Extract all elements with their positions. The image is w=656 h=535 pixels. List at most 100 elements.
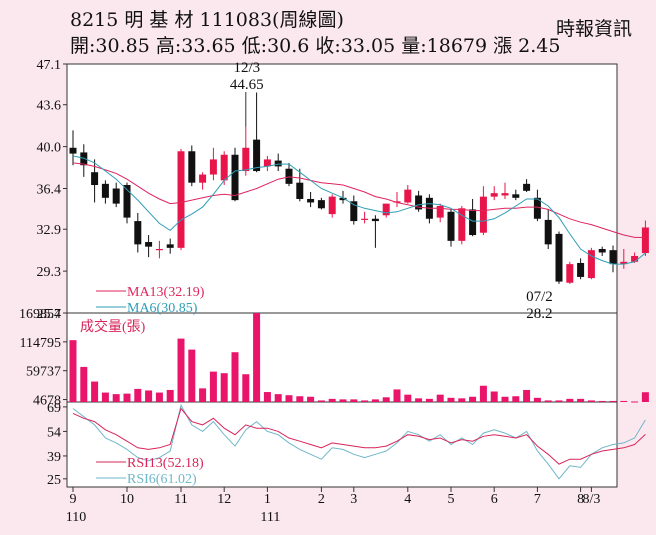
x-tick-label: 8	[577, 492, 584, 507]
candle-body	[91, 172, 99, 186]
volume-bar	[328, 398, 336, 402]
candle-body	[393, 201, 401, 203]
candle-body	[371, 218, 379, 222]
volume-bar	[199, 388, 207, 402]
volume-legend: 成交量(張)	[80, 318, 146, 335]
low-date-label: 07/2	[526, 289, 553, 305]
volume-bar	[598, 400, 606, 402]
volume-bar	[220, 373, 228, 402]
volume-bar	[393, 389, 401, 402]
candle-body	[382, 203, 390, 216]
candle-body	[587, 250, 595, 279]
rsi6-line	[72, 403, 646, 480]
candle-body	[209, 159, 217, 175]
volume-tick-label: 59737	[26, 365, 61, 380]
x-tick-label: 10	[120, 492, 134, 507]
low-value-label: 28.2	[526, 306, 552, 322]
volume-bar	[209, 371, 217, 402]
volume-bar	[609, 400, 617, 402]
high-value-label: 44.65	[230, 77, 264, 93]
candle-body	[285, 168, 293, 184]
volume-bar	[523, 389, 531, 402]
candle-body	[253, 139, 261, 172]
candle-body	[361, 218, 369, 220]
candle-body	[523, 183, 531, 191]
volume-bar	[555, 400, 563, 402]
rsi-tick-label: 39	[47, 450, 61, 465]
volume-bar	[371, 399, 379, 402]
candle-body	[177, 151, 185, 248]
volume-bar	[544, 400, 552, 402]
volume-bar	[231, 352, 239, 402]
price-tick-label: 25.7	[37, 307, 62, 322]
rsi-tick-label: 54	[47, 425, 61, 440]
volume-bar	[458, 398, 466, 402]
volume-tick-label: 114795	[20, 336, 61, 351]
volume-bar	[253, 313, 261, 402]
rsi13-line	[72, 407, 646, 465]
candle-body	[166, 244, 174, 248]
rsi13-legend: RSI13(52.18)	[127, 456, 204, 471]
candle-body	[469, 209, 477, 236]
candle-body	[598, 249, 606, 253]
x-tick-label: 11	[174, 492, 187, 507]
volume-bar	[512, 396, 520, 402]
volume-bar	[415, 398, 423, 402]
volume-bar	[307, 396, 315, 402]
volume-bar	[134, 388, 142, 402]
volume-bar	[587, 400, 595, 402]
x-tick-label: 3	[350, 492, 357, 507]
volume-bar	[123, 393, 131, 402]
candle-body	[155, 249, 163, 251]
candle-body	[501, 193, 509, 196]
rsi6-legend: RSI6(61.02)	[127, 472, 197, 487]
volume-bar	[620, 400, 628, 402]
volume-bar	[641, 392, 649, 402]
price-tick-label: 32.9	[37, 223, 62, 238]
source-label: 時報資訊	[555, 18, 632, 40]
volume-bar	[263, 392, 271, 402]
candle-body	[199, 174, 207, 183]
price-tick-label: 36.4	[37, 183, 62, 198]
volume-bar	[469, 396, 477, 402]
volume-bar	[501, 396, 509, 402]
ma6-legend: MA6(30.85)	[127, 301, 198, 316]
candle-body	[641, 227, 649, 254]
candle-body	[80, 152, 88, 166]
candle-body	[436, 205, 444, 218]
candle-body	[242, 147, 250, 172]
volume-bar	[242, 374, 250, 402]
candle-body	[123, 185, 131, 218]
volume-bar	[479, 385, 487, 402]
rsi-tick-label: 69	[47, 401, 61, 416]
x-tick-label: 9	[70, 492, 77, 507]
volume-bar	[101, 392, 109, 402]
price-tick-label: 29.3	[37, 265, 62, 280]
price-panel-frame	[66, 63, 618, 314]
candle-body	[134, 221, 142, 245]
candle-body	[296, 182, 304, 199]
x-tick-label: 8/3	[582, 492, 600, 507]
volume-bar	[155, 392, 163, 402]
candle-body	[479, 196, 487, 233]
candle-body	[69, 147, 77, 154]
axes: 47.143.640.036.432.929.325.7169854114795…	[19, 58, 600, 525]
rsi-panel: RSI13(52.18)RSI6(61.02)	[72, 403, 646, 487]
volume-bar	[361, 400, 369, 402]
volume-tick-label: 169854	[19, 307, 61, 322]
volume-bar	[145, 390, 153, 402]
volume-bar	[566, 398, 574, 402]
x-tick-year: 111	[260, 510, 280, 525]
candle-body	[188, 151, 196, 183]
volume-bar	[382, 397, 390, 402]
x-tick-label: 2	[318, 492, 325, 507]
volume-tick-label: 4678	[33, 394, 61, 409]
x-tick-year: 110	[66, 510, 86, 525]
volume-bar	[274, 394, 282, 402]
x-tick-label: 7	[534, 492, 541, 507]
candle-body	[317, 200, 325, 209]
candle-body	[328, 196, 336, 215]
volume-bar	[91, 381, 99, 402]
